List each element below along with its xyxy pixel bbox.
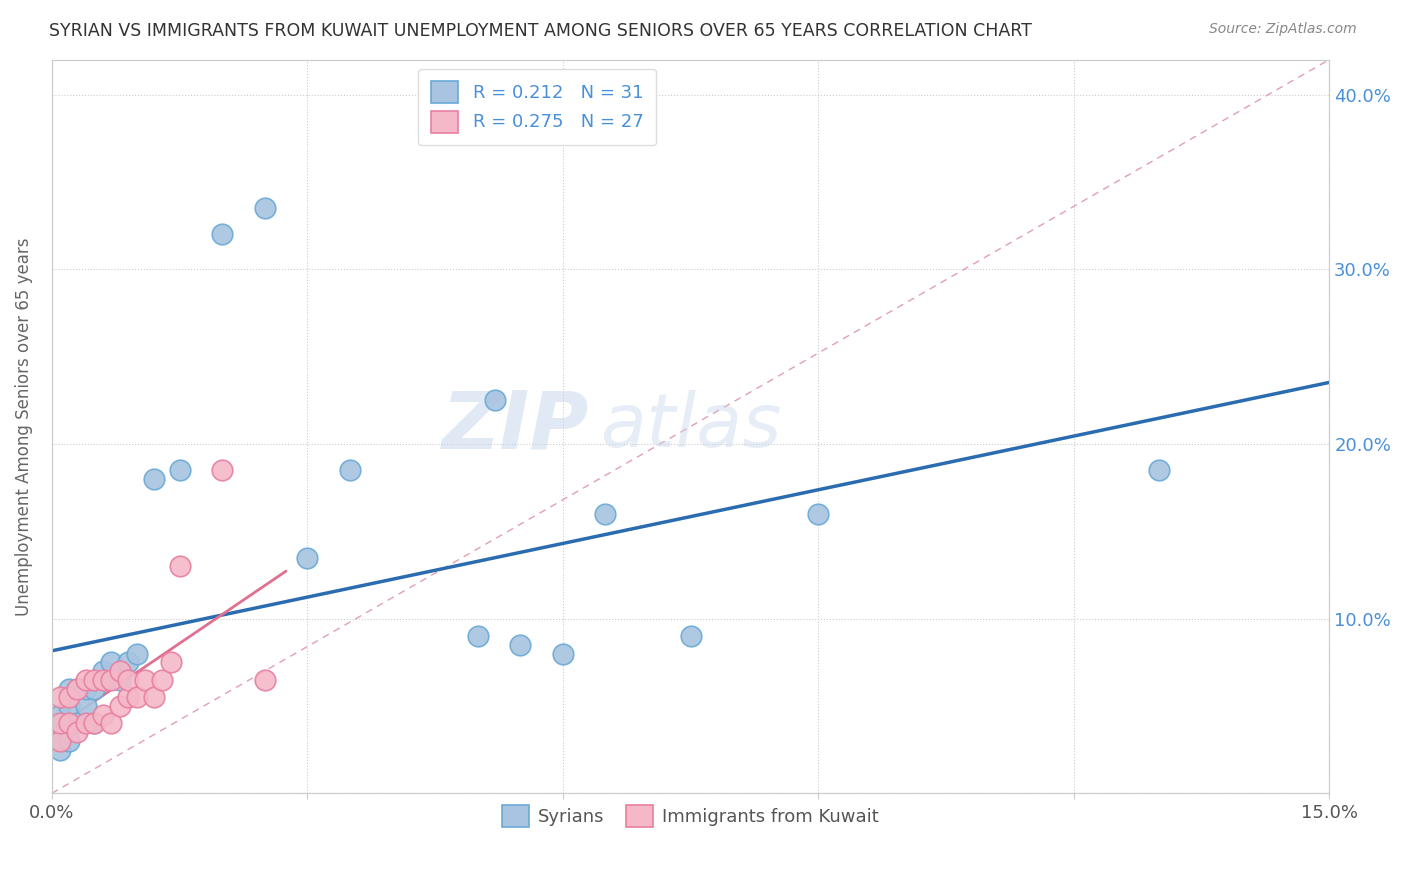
Point (253, 673, 276, 687)
Point (152, 673, 174, 687)
Point (142, 472, 165, 486)
Point (117, 673, 139, 687)
Point (1147, 463, 1170, 477)
Point (66, 725, 89, 739)
Point (117, 656, 139, 670)
Point (100, 716, 122, 731)
Text: atlas: atlas (602, 391, 783, 462)
Point (484, 393, 506, 408)
Point (83, 673, 105, 687)
Point (169, 559, 191, 574)
Point (91, 664, 114, 678)
Point (467, 629, 489, 643)
Point (49, 690, 72, 705)
Point (58, 690, 80, 705)
Point (75, 673, 97, 687)
Point (49, 725, 72, 739)
Point (211, 227, 233, 242)
Point (75, 716, 97, 731)
Point (509, 638, 531, 652)
Point (66, 681, 89, 696)
Text: SYRIAN VS IMMIGRANTS FROM KUWAIT UNEMPLOYMENT AMONG SENIORS OVER 65 YEARS CORREL: SYRIAN VS IMMIGRANTS FROM KUWAIT UNEMPLO… (49, 22, 1032, 40)
Point (679, 629, 702, 643)
Point (134, 673, 156, 687)
Point (160, 656, 183, 670)
Point (91, 707, 114, 722)
Point (49, 707, 72, 722)
Point (83, 716, 105, 731)
Point (117, 690, 139, 705)
Point (211, 463, 233, 477)
Point (58, 681, 80, 696)
Point (108, 698, 131, 713)
Point (108, 664, 131, 678)
Point (253, 201, 276, 215)
Point (91, 673, 114, 687)
Point (297, 550, 319, 565)
Point (58, 698, 80, 713)
Point (49, 734, 72, 748)
Point (66, 716, 89, 731)
Point (100, 656, 122, 670)
Point (142, 690, 165, 705)
Point (169, 463, 191, 477)
Point (83, 716, 105, 731)
Point (551, 647, 574, 661)
Point (58, 734, 80, 748)
Text: ZIP: ZIP (441, 387, 588, 466)
Point (595, 507, 617, 521)
Point (58, 716, 80, 731)
Legend: Syrians, Immigrants from Kuwait: Syrians, Immigrants from Kuwait (494, 796, 889, 836)
Point (75, 681, 97, 696)
Point (125, 647, 148, 661)
Text: Source: ZipAtlas.com: Source: ZipAtlas.com (1209, 22, 1357, 37)
Point (49, 742, 72, 756)
Point (108, 673, 131, 687)
Point (83, 681, 105, 696)
Point (100, 673, 122, 687)
Point (75, 698, 97, 713)
Point (49, 716, 72, 731)
Point (807, 507, 830, 521)
Point (339, 463, 361, 477)
Y-axis label: Unemployment Among Seniors over 65 years: Unemployment Among Seniors over 65 years (15, 237, 32, 615)
Point (66, 681, 89, 696)
Point (125, 690, 148, 705)
